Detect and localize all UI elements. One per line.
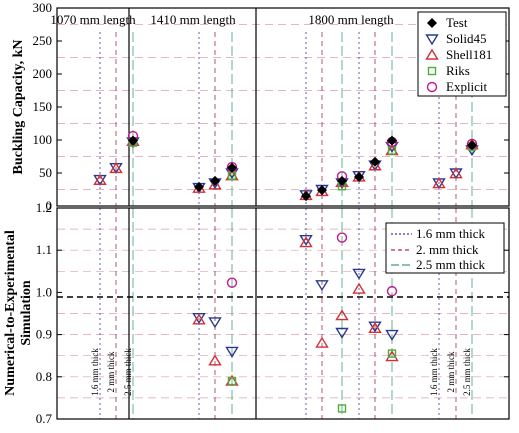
bottom-marker-solid45 — [352, 268, 366, 280]
top-marker-shell181 — [208, 178, 222, 190]
bottom-gridlines — [57, 228, 509, 399]
thickness-label: 2 mm thick — [106, 351, 116, 392]
top-data-marks — [93, 130, 479, 202]
top-marker-test — [354, 171, 364, 182]
legend-label-riks: Riks — [446, 63, 470, 78]
top-marker-test — [194, 181, 204, 192]
segment-label-1410: 1410 mm length — [150, 12, 236, 27]
bottom-y-tick-label: 1.0 — [36, 284, 52, 299]
bottom-marker-riks — [387, 349, 397, 358]
bottom-marker-shell181 — [299, 236, 313, 248]
thickness-label: 1.6 mm thick — [90, 348, 100, 396]
bottom-marker-solid45 — [225, 346, 239, 358]
top-y-axis-label: Buckling Capacity, kN — [11, 40, 26, 175]
bottom-y-tick-label: 0.9 — [36, 327, 52, 342]
top-y-tick-label: 150 — [33, 99, 53, 114]
bottom-marker-solid45 — [208, 317, 222, 329]
legend-label-2mm: 2. mm thick — [416, 242, 479, 257]
legend-marker-test — [427, 18, 437, 28]
top-gridlines — [57, 24, 509, 190]
legend-label-shell181: Shell181 — [446, 47, 492, 62]
bottom-data-marks — [192, 232, 399, 413]
legend-label-explicit: Explicit — [446, 79, 488, 94]
legend-label-2-5mm: 2.5 mm thick — [416, 257, 485, 272]
bottom-marker-explicit — [336, 232, 348, 243]
bottom-marker-explicit — [226, 277, 238, 288]
bottom-marker-solid45 — [299, 234, 313, 246]
legend-marker-explicit — [426, 81, 438, 93]
thickness-label: 2.5 mm thick — [462, 348, 472, 396]
bottom-y-axis-label-line-1: Numerical-to-Experimental — [3, 230, 18, 396]
top-marker-test — [337, 175, 347, 186]
top-y-tick-label: 200 — [33, 66, 53, 81]
bottom-marker-solid45 — [315, 280, 329, 292]
bottom-marker-riks — [227, 376, 237, 386]
thickness-label: 1.6 mm thick — [429, 348, 439, 396]
top-legend: Test Solid45 Shell181 Riks Explicit — [417, 11, 507, 97]
bottom-marker-explicit — [386, 285, 398, 297]
legend-label-solid45: Solid45 — [446, 31, 486, 46]
top-y-tick-label: 300 — [33, 0, 53, 15]
bottom-y-tick-label: 1.2 — [36, 200, 52, 215]
bottom-marker-solid45 — [335, 327, 349, 339]
top-marker-shell181 — [368, 159, 382, 171]
top-thickness-lines — [99, 32, 473, 206]
top-marker-test — [317, 185, 327, 196]
legend-marker-riks — [427, 66, 437, 76]
thickness-label: 2.5 mm thick — [123, 348, 133, 396]
top-marker-test — [387, 135, 397, 146]
legend-label-1-6mm: 1.6 mm thick — [416, 226, 485, 241]
top-marker-shell181 — [109, 162, 123, 174]
segment-label-1800: 1800 mm length — [308, 12, 394, 27]
bottom-y-tick-label: 1.1 — [36, 242, 52, 257]
bottom-marker-solid45 — [385, 329, 399, 341]
bottom-marker-shell181 — [208, 354, 222, 366]
top-marker-test — [370, 156, 380, 167]
bottom-marker-shell181 — [192, 313, 206, 325]
top-marker-shell181 — [432, 177, 446, 189]
bottom-marker-shell181 — [385, 350, 399, 362]
legend-marker-solid45 — [425, 34, 439, 46]
top-y-ticks: 0 50 100 150 200 250 300 — [33, 0, 509, 213]
bottom-marker-shell181 — [368, 321, 382, 333]
top-marker-test — [301, 191, 311, 202]
bottom-marker-shell181 — [335, 309, 349, 321]
bottom-marker-shell181 — [315, 336, 329, 348]
top-marker-shell181 — [93, 173, 107, 185]
top-marker-test — [210, 175, 220, 186]
bottom-marker-shell181 — [352, 282, 366, 294]
top-y-tick-label: 250 — [33, 33, 53, 48]
bottom-legend: 1.6 mm thick 2. mm thick 2.5 mm thick — [385, 222, 505, 274]
thickness-label: 2 mm thick — [446, 351, 456, 392]
legend-label-test: Test — [446, 15, 468, 30]
top-y-tick-label: 50 — [39, 165, 52, 180]
top-y-tick-label: 0 — [46, 198, 53, 213]
top-y-tick-label: 100 — [33, 132, 53, 147]
bottom-y-axis-label-line-2: Simulation — [19, 280, 34, 346]
top-marker-test — [227, 162, 237, 173]
bottom-y-tick-label: 0.8 — [36, 369, 52, 384]
bottom-plot-frame — [56, 207, 510, 420]
top-legend-markers — [425, 18, 439, 93]
thickness-labels: 1.6 mm thick 2 mm thick 2.5 mm thick 1.6 mm… — [90, 348, 472, 396]
bottom-thickness-lines — [99, 208, 473, 419]
legend-marker-shell181 — [425, 48, 439, 60]
bottom-marker-riks — [337, 404, 347, 413]
bottom-y-tick-label: 0.7 — [36, 411, 53, 426]
top-marker-test — [128, 135, 138, 146]
segment-label-1070: 1070 mm length — [50, 12, 136, 27]
top-marker-test — [467, 140, 477, 151]
bottom-y-ticks: 0.7 0.8 0.9 1.0 1.1 1.2 — [36, 200, 509, 426]
top-marker-shell181 — [449, 167, 463, 179]
